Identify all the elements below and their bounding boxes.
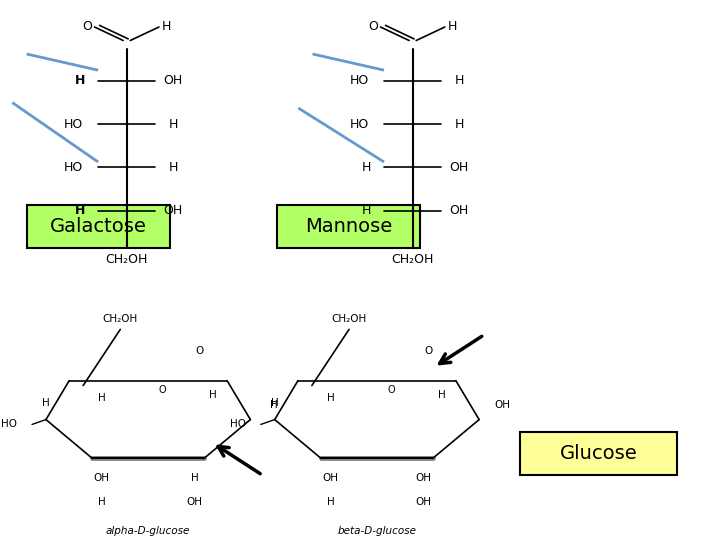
Text: OH: OH xyxy=(449,161,469,174)
Text: OH: OH xyxy=(163,204,183,217)
Text: O: O xyxy=(387,386,395,395)
Text: HO: HO xyxy=(1,420,17,429)
Text: HO: HO xyxy=(349,75,369,87)
FancyBboxPatch shape xyxy=(27,205,170,248)
Text: H: H xyxy=(361,204,371,217)
Text: HO: HO xyxy=(63,118,83,131)
Text: H: H xyxy=(447,21,456,33)
Text: H: H xyxy=(75,204,86,217)
Text: Galactose: Galactose xyxy=(50,217,147,237)
Text: H: H xyxy=(454,118,464,131)
Text: CH₂OH: CH₂OH xyxy=(103,314,138,323)
Text: H: H xyxy=(327,497,334,507)
Text: O: O xyxy=(424,346,432,356)
Text: H: H xyxy=(98,497,106,507)
Text: H: H xyxy=(75,75,86,87)
Text: OH: OH xyxy=(449,204,469,217)
Text: CH₂OH: CH₂OH xyxy=(392,253,434,266)
Text: H: H xyxy=(454,75,464,87)
Text: HO: HO xyxy=(63,161,83,174)
Text: H: H xyxy=(361,161,371,174)
Text: OH: OH xyxy=(323,473,338,483)
Text: H: H xyxy=(168,118,178,131)
FancyBboxPatch shape xyxy=(276,205,420,248)
Text: CH₂OH: CH₂OH xyxy=(106,253,148,266)
Text: H: H xyxy=(191,473,199,483)
Text: O: O xyxy=(158,386,166,395)
Text: CH₂OH: CH₂OH xyxy=(331,314,366,323)
Text: H: H xyxy=(161,21,171,33)
Text: O: O xyxy=(195,346,204,356)
Text: H: H xyxy=(98,393,106,403)
Text: O: O xyxy=(83,21,92,33)
FancyBboxPatch shape xyxy=(520,432,677,475)
Text: H: H xyxy=(210,390,217,400)
Text: HO: HO xyxy=(349,118,369,131)
Text: H: H xyxy=(168,161,178,174)
Text: OH: OH xyxy=(186,497,202,507)
Text: OH: OH xyxy=(163,75,183,87)
Text: Glucose: Glucose xyxy=(559,444,637,463)
Text: HO: HO xyxy=(230,420,246,429)
Text: OH: OH xyxy=(495,400,510,410)
Text: H: H xyxy=(271,397,279,408)
Text: OH: OH xyxy=(415,473,431,483)
Text: OH: OH xyxy=(94,473,109,483)
Text: H: H xyxy=(438,390,446,400)
Text: Mannose: Mannose xyxy=(305,217,392,237)
Text: OH: OH xyxy=(415,497,431,507)
Text: alpha-D-glucose: alpha-D-glucose xyxy=(106,526,190,536)
Text: H: H xyxy=(270,400,277,410)
Text: O: O xyxy=(369,21,378,33)
Text: H: H xyxy=(42,397,50,408)
Text: H: H xyxy=(327,393,334,403)
Text: beta-D-glucose: beta-D-glucose xyxy=(338,526,416,536)
